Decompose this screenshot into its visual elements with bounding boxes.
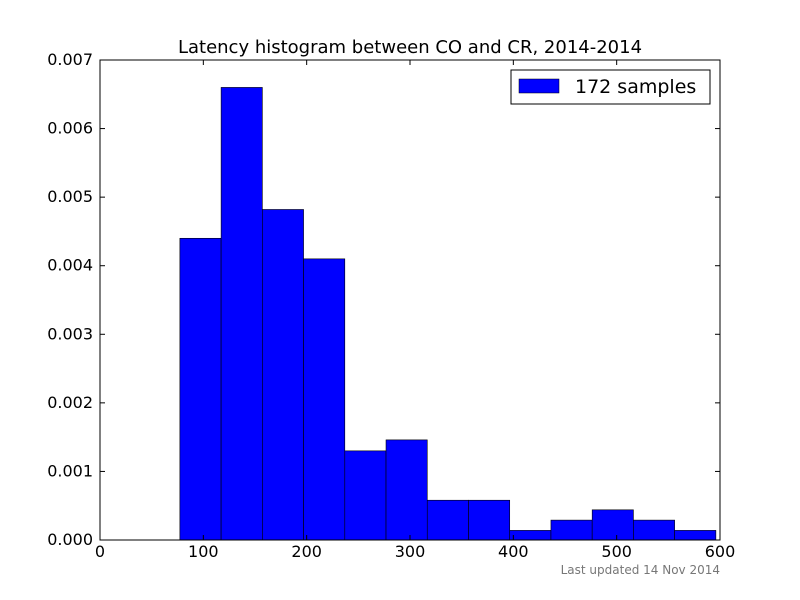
histogram-bar (262, 209, 304, 541)
x-tick-label: 500 (601, 542, 632, 561)
y-tick-label: 0.003 (47, 324, 93, 343)
histogram-bar (550, 519, 593, 541)
chart-title: Latency histogram between CO and CR, 201… (178, 37, 642, 58)
y-tick-label: 0.004 (47, 256, 93, 275)
y-tick-label: 0.005 (47, 187, 93, 206)
x-tick-label: 600 (705, 542, 736, 561)
histogram-bar (509, 530, 552, 541)
histogram-bar (633, 519, 675, 541)
legend-label: 172 samples (575, 76, 696, 98)
histogram-bars (179, 87, 717, 541)
histogram-bar (303, 258, 346, 541)
histogram-bar (468, 499, 511, 541)
y-tick-label: 0.002 (47, 393, 93, 412)
x-tick-label: 100 (188, 542, 219, 561)
y-tick-label: 0.006 (47, 119, 93, 138)
histogram-bar (385, 439, 428, 541)
histogram-bar (674, 530, 717, 541)
legend: 172 samples (510, 69, 711, 105)
x-axis-ticks: 0 100 200 300 400 500 600 (95, 60, 735, 561)
histogram-bar (344, 450, 387, 541)
y-tick-label: 0.000 (47, 530, 93, 549)
x-tick-label: 0 (95, 542, 105, 561)
last-updated-footer: Last updated 14 Nov 2014 (561, 563, 720, 577)
x-tick-label: 200 (291, 542, 322, 561)
legend-swatch (518, 78, 560, 94)
histogram-bar (220, 87, 263, 541)
x-tick-label: 400 (498, 542, 529, 561)
y-axis-ticks: 0.000 0.001 0.002 0.003 0.004 0.005 0.006 0.007 (47, 50, 720, 549)
y-tick-label: 0.007 (47, 50, 93, 69)
histogram-bar (426, 499, 469, 541)
histogram-bar (591, 509, 634, 541)
x-tick-label: 300 (395, 542, 426, 561)
y-tick-label: 0.001 (47, 461, 93, 480)
histogram-bar (179, 237, 222, 541)
